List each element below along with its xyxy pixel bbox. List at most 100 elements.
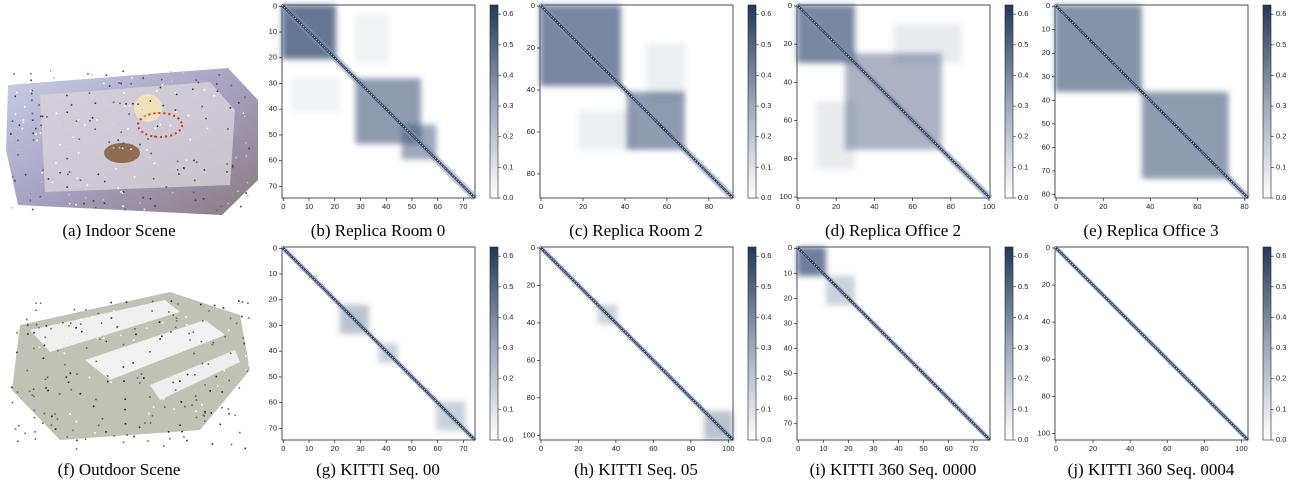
speckle	[42, 357, 45, 360]
y-tick-label: 0	[788, 1, 792, 10]
speckle	[17, 154, 19, 156]
speckle	[110, 317, 113, 319]
speckle	[22, 119, 25, 121]
speckle	[86, 184, 89, 186]
speckle	[97, 424, 100, 427]
speckle	[33, 416, 36, 419]
speckle	[203, 420, 206, 422]
speckle	[162, 82, 165, 84]
speckle	[32, 388, 35, 391]
x-tick-label: 0	[796, 444, 800, 453]
speckle	[10, 133, 12, 135]
x-tick-label: 30	[356, 202, 364, 211]
colorbar-tick-label: 0.2	[1276, 374, 1286, 383]
speckle	[105, 74, 108, 77]
speckle	[33, 395, 35, 398]
speckle	[39, 302, 42, 304]
speckle	[11, 386, 13, 389]
speckle	[88, 92, 91, 94]
speckle	[38, 346, 41, 349]
x-tick-label: 50	[408, 202, 416, 211]
speckle	[171, 191, 174, 194]
speckle	[181, 430, 183, 433]
x-tick-label: 70	[459, 444, 467, 453]
speckle	[103, 82, 105, 85]
colorbar-tick-label: 0.6	[1018, 251, 1028, 260]
speckle	[37, 115, 40, 118]
speckle	[159, 86, 162, 89]
speckle	[202, 414, 204, 417]
y-tick-label: 30	[784, 318, 792, 327]
speckle	[69, 372, 72, 375]
y-tick-label: 60	[1042, 354, 1050, 363]
speckle	[186, 373, 189, 376]
x-tick-label: 60	[663, 202, 671, 211]
speckle	[184, 405, 186, 408]
speckle	[14, 428, 17, 430]
speckle	[109, 101, 111, 103]
speckle	[240, 205, 242, 208]
caption: (b) Replica Room 0	[311, 221, 446, 240]
colorbar-tick-label: 0.2	[1018, 374, 1028, 383]
x-tick-label: 40	[894, 444, 902, 453]
x-tick-label: 0	[539, 202, 543, 211]
speckle	[56, 418, 59, 420]
y-tick-label: 60	[269, 398, 277, 407]
x-tick-label: 0	[539, 444, 543, 453]
x-tick-label: 10	[305, 444, 313, 453]
speckle	[229, 352, 232, 355]
y-tick-label: 50	[784, 369, 792, 378]
diagonal-center	[796, 4, 991, 199]
speckle	[59, 171, 61, 174]
x-tick-label: 20	[1089, 444, 1097, 453]
colorbar-tick-label: 0.5	[1276, 40, 1286, 49]
speckle	[203, 415, 206, 417]
x-tick-label: 20	[574, 444, 582, 453]
speckle	[42, 422, 44, 425]
speckle	[213, 304, 216, 307]
y-tick-label: 10	[784, 268, 792, 277]
speckle	[162, 398, 165, 400]
colorbar-tick-label: 0.3	[1018, 101, 1028, 110]
y-tick-label: 20	[1042, 280, 1050, 289]
speckle	[133, 132, 135, 134]
speckle	[246, 370, 248, 372]
x-tick-label: 20	[579, 202, 587, 211]
speckle	[131, 144, 134, 147]
speckle	[148, 412, 150, 415]
speckle	[112, 147, 115, 149]
colorbar-tick-label: 0.5	[503, 282, 513, 291]
speckle	[187, 114, 190, 117]
x-tick-label: 60	[434, 444, 442, 453]
speckle	[159, 123, 162, 126]
caption: (e) Replica Office 3	[1083, 221, 1218, 240]
speckle	[12, 175, 14, 178]
speckle	[192, 88, 194, 91]
speckle	[189, 138, 192, 141]
speckle	[165, 333, 168, 336]
speckle	[247, 302, 249, 304]
speckle	[89, 120, 91, 122]
x-tick-label: 100	[983, 202, 996, 211]
speckle	[91, 116, 94, 119]
colorbar-tick-label: 0.0	[1276, 193, 1286, 202]
speckle	[151, 310, 153, 312]
speckle	[228, 164, 230, 166]
y-tick-label: 20	[1042, 48, 1050, 57]
colorbar-tick-label: 0.0	[503, 193, 513, 202]
speckle	[182, 72, 185, 74]
speckle	[201, 105, 204, 108]
speckle	[75, 420, 78, 423]
speckle	[14, 113, 17, 115]
y-tick-label: 100	[779, 192, 792, 201]
speckle	[157, 126, 160, 128]
speckle	[31, 208, 34, 211]
y-tick-label: 100	[522, 430, 535, 439]
y-tick-label: 40	[1042, 317, 1050, 326]
speckle	[108, 85, 111, 87]
speckle	[145, 73, 148, 75]
speckle	[24, 432, 26, 435]
speckle	[244, 355, 247, 357]
speckle	[36, 139, 38, 142]
y-tick-label: 50	[1042, 119, 1050, 128]
